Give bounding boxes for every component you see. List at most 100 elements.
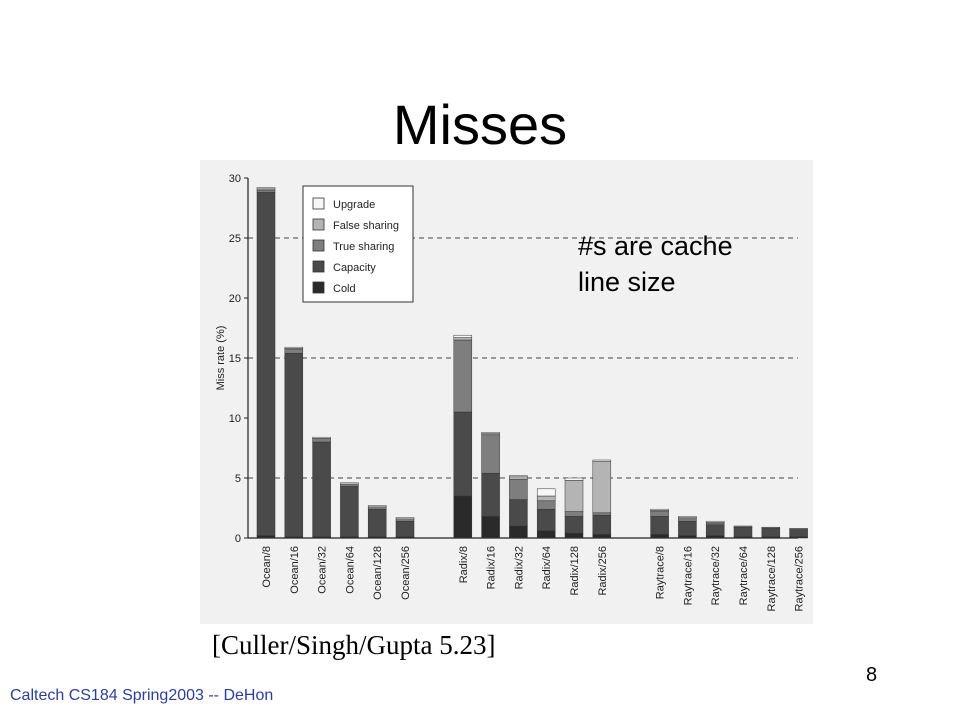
- cache-line-annotation: #s are cache line size: [578, 228, 733, 300]
- bar-segment: [536, 530, 556, 539]
- legend-swatch: [312, 197, 325, 210]
- bar-segment: [592, 512, 612, 516]
- bar-segment: [481, 434, 500, 474]
- page-number: 8: [866, 664, 878, 686]
- y-tick-label: 15: [229, 353, 241, 365]
- x-tick-label: Radix/256: [597, 546, 609, 596]
- y-tick-label: 30: [229, 173, 241, 185]
- bar-segment: [367, 506, 387, 510]
- bar-segment: [592, 460, 612, 514]
- chart-figure: 0 5 10 15 20 25 30 Miss rate (%) Ocean/8 Ocean/16…: [200, 160, 813, 624]
- bar-segment: [481, 432, 500, 434]
- bar-segment: [312, 436, 331, 439]
- bar-segment: [509, 499, 528, 527]
- y-tick-label: 0: [235, 533, 241, 545]
- footer-course-label: Caltech CS184 Spring2003 -- DeHon: [10, 687, 274, 704]
- slide-title: Misses: [392, 93, 568, 156]
- bar-segment: [564, 477, 584, 481]
- x-tick-label: Radix/8: [458, 546, 470, 583]
- bar-segment: [256, 192, 276, 536]
- bar-segment: [564, 516, 584, 534]
- legend-swatch: [312, 260, 325, 273]
- bar-segment: [536, 508, 556, 532]
- bar-segment: [284, 346, 304, 349]
- bar-segment: [312, 438, 331, 443]
- chart-svg: 0 5 10 15 20 25 30 Miss rate (%) Ocean/8 Ocean/16…: [215, 173, 808, 611]
- bar-segment: [340, 482, 359, 485]
- bar-segment: [650, 534, 669, 539]
- bar-segment: [564, 480, 584, 512]
- bar-segment: [592, 459, 612, 462]
- legend-label: True sharing: [333, 241, 394, 253]
- legend-label: False sharing: [333, 220, 399, 232]
- x-tick-label: Radix/32: [513, 546, 525, 589]
- bar-segment: [256, 189, 276, 193]
- x-tick-label: Raytrace/16: [682, 546, 694, 605]
- legend-label: Capacity: [333, 262, 376, 274]
- legend-label: Upgrade: [333, 199, 375, 211]
- bar-segment: [761, 526, 781, 529]
- bar-segment: [509, 476, 528, 480]
- bar-segment: [650, 508, 669, 511]
- bar-segment: [592, 534, 612, 539]
- legend-label: Cold: [333, 283, 356, 295]
- bar-segment: [453, 495, 473, 539]
- bar-segment: [564, 532, 584, 539]
- x-tick-label: Ocean/256: [400, 546, 412, 600]
- bar-segment: [789, 528, 808, 530]
- bar-segment: [564, 511, 584, 517]
- x-tick-label: Ocean/16: [289, 546, 301, 594]
- x-tick-label: Raytrace/8: [655, 546, 667, 599]
- bar-segment: [395, 517, 415, 520]
- bar-segment: [395, 520, 415, 538]
- bar-segment: [256, 187, 276, 190]
- legend-swatch: [312, 239, 325, 252]
- bar-segment: [256, 535, 276, 539]
- annotation-line-1: #s are cache: [578, 231, 733, 261]
- bar-segment: [481, 472, 500, 517]
- bar-segment: [395, 518, 415, 522]
- bar-segment: [509, 475, 528, 478]
- bar-segment: [481, 516, 500, 539]
- bar-segment: [340, 486, 359, 538]
- bar-segment: [678, 535, 697, 539]
- x-tick-label: Ocean/32: [317, 546, 329, 594]
- legend-swatch: [312, 218, 325, 231]
- bar-segment: [340, 483, 359, 487]
- x-tick-label: Raytrace/64: [738, 546, 750, 605]
- bar-segment: [536, 495, 556, 502]
- bar-segment: [312, 441, 331, 538]
- bar-segment: [678, 520, 697, 536]
- bar-segment: [650, 516, 669, 535]
- x-tick-label: Raytrace/256: [794, 546, 806, 611]
- bar-segment: [509, 525, 528, 539]
- y-tick-label: 20: [229, 293, 241, 305]
- bar-segment: [705, 535, 725, 539]
- bar-segment: [453, 339, 473, 413]
- bar-segment: [592, 514, 612, 535]
- y-tick-label: 10: [229, 413, 241, 425]
- y-tick-label: 25: [229, 233, 241, 245]
- bar-segment: [789, 529, 808, 538]
- bar-segment: [509, 478, 528, 500]
- bar-segment: [453, 337, 473, 341]
- bar-segment: [678, 516, 697, 518]
- bar-segment: [453, 334, 473, 338]
- x-tick-label: Radix/16: [486, 546, 498, 589]
- y-tick-label: 5: [235, 473, 241, 485]
- bar-segment: [733, 526, 753, 538]
- bar-segment: [705, 524, 725, 536]
- x-tick-label: Radix/128: [569, 546, 581, 596]
- bar-segment: [705, 520, 725, 523]
- bar-segment: [284, 349, 304, 354]
- bar-segment: [678, 518, 697, 522]
- bar-segment: [536, 488, 556, 497]
- y-axis-label: Miss rate (%): [215, 326, 227, 391]
- bar-segment: [284, 352, 304, 538]
- bar-segment: [536, 500, 556, 510]
- x-tick-label: Ocean/128: [372, 546, 384, 600]
- bar-segment: [733, 525, 753, 528]
- bar-segment: [367, 505, 387, 508]
- legend-swatch: [312, 281, 325, 294]
- x-tick-label: Radix/64: [541, 546, 553, 589]
